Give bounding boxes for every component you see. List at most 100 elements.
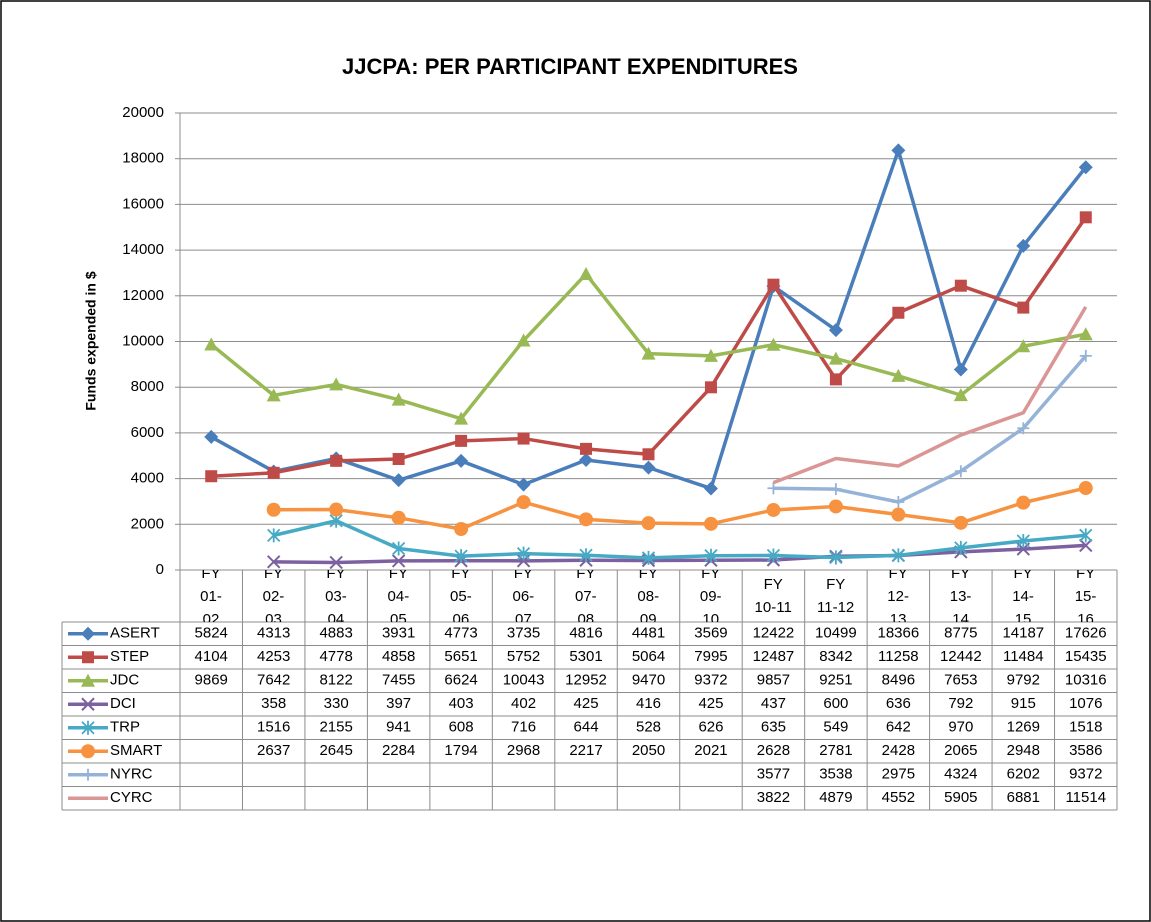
marker [391, 473, 406, 488]
x-tick-label: FY 09-10 [699, 570, 722, 622]
marker [266, 502, 281, 517]
marker [1016, 534, 1030, 549]
marker [641, 460, 656, 475]
marker [267, 466, 280, 479]
marker [892, 496, 905, 509]
marker [516, 495, 531, 510]
table-value: 397 [386, 695, 411, 712]
series-markers [267, 513, 1093, 565]
table-value: 5905 [944, 789, 977, 806]
marker [266, 388, 281, 402]
marker [954, 540, 968, 555]
table-value: 5651 [444, 648, 477, 665]
legend-label: CYRC [110, 789, 153, 806]
marker [891, 143, 906, 158]
table-value: 12487 [753, 648, 795, 665]
series-markers [767, 349, 1092, 509]
marker [829, 373, 842, 386]
y-tick-label: 18000 [122, 150, 164, 167]
table-value: 8775 [944, 625, 977, 642]
x-tick-label-box: FY 03-04 [325, 570, 347, 622]
table-value: 4253 [257, 648, 290, 665]
table-value: 528 [636, 719, 661, 736]
marker [329, 555, 343, 570]
marker [455, 434, 468, 447]
x-tick-label: FY 13-14 [949, 570, 972, 622]
marker [642, 448, 655, 461]
series-line [273, 519, 1086, 560]
table-value: 4313 [257, 625, 290, 642]
x-tick-label-box: FY 09-10 [699, 570, 722, 622]
legend-label: SMART [110, 742, 162, 759]
marker [828, 351, 843, 365]
table-value: 644 [574, 719, 599, 736]
table-value: 3735 [507, 625, 540, 642]
series-markers [205, 211, 1092, 483]
marker [391, 392, 406, 406]
marker [766, 337, 781, 351]
table-value: 970 [948, 719, 973, 736]
x-tick-label-box: FY 01-02 [200, 570, 222, 622]
x-tick-label-box: FY 10-11 [755, 576, 792, 616]
marker [953, 515, 968, 530]
table-value: 600 [823, 695, 848, 712]
series-line [773, 354, 1088, 504]
x-tick-label: FY 04-05 [387, 570, 410, 622]
marker [828, 499, 843, 514]
marker [516, 333, 531, 347]
table-value: 1794 [444, 742, 477, 759]
x-tick-label-box: FY 08-09 [637, 570, 659, 622]
table-value: 3577 [757, 766, 790, 783]
table-value: 17626 [1065, 625, 1107, 642]
table-value: 4324 [944, 766, 977, 783]
x-tick-label-box: FY 04-05 [387, 570, 410, 622]
table-value: 2065 [944, 742, 977, 759]
marker [1078, 481, 1093, 496]
marker [703, 348, 718, 362]
y-tick-label: 0 [156, 561, 164, 578]
marker [891, 368, 906, 382]
y-tick-label: 20000 [122, 104, 164, 121]
marker [81, 673, 95, 687]
marker [392, 452, 405, 465]
marker [766, 502, 781, 517]
table-value: 358 [261, 695, 286, 712]
table-value: 4858 [382, 648, 415, 665]
table-value: 6624 [444, 672, 477, 689]
table-value: 7455 [382, 672, 415, 689]
marker [391, 510, 406, 525]
table-value: 12442 [940, 648, 982, 665]
marker [1017, 422, 1030, 435]
table-value: 2968 [507, 742, 540, 759]
marker [579, 267, 594, 281]
marker [329, 502, 344, 517]
table-value: 1516 [257, 719, 290, 736]
table-value: 636 [886, 695, 911, 712]
legend-label: NYRC [110, 766, 153, 783]
x-tick-label: FY 07-08 [574, 570, 597, 622]
marker [81, 720, 95, 735]
legend-label: JDC [110, 672, 139, 689]
table-value: 3569 [694, 625, 727, 642]
marker [516, 477, 531, 492]
table-value: 11258 [878, 648, 919, 665]
table-value: 4883 [319, 625, 352, 642]
x-tick-label: FY 14-15 [1012, 570, 1034, 622]
table-value: 9857 [757, 672, 790, 689]
x-tick-label-box: FY 14-15 [1012, 570, 1034, 622]
table-value: 608 [449, 719, 474, 736]
table-value: 416 [636, 695, 661, 712]
marker [891, 548, 906, 563]
y-tick-label: 16000 [122, 195, 164, 212]
table-value: 1076 [1069, 695, 1102, 712]
table-value: 12422 [753, 625, 795, 642]
table-value: 5064 [632, 648, 665, 665]
table-value: 9470 [632, 672, 665, 689]
series-line [273, 486, 1087, 531]
table-value: 9869 [195, 672, 228, 689]
marker [829, 483, 842, 496]
table-value: 5824 [195, 625, 228, 642]
table-value: 2975 [882, 766, 915, 783]
